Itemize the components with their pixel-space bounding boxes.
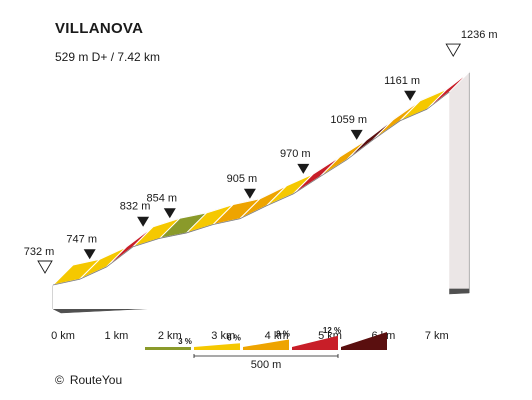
marker-triangle-hollow <box>37 260 53 274</box>
legend-swatch <box>194 343 240 350</box>
marker-label: 905 m <box>227 173 258 185</box>
profile-surface <box>52 71 470 286</box>
x-axis: 0 km 1 km 2 km 3 km 4 km 5 km 6 km 7 km <box>51 330 449 342</box>
marker-label: 854 m <box>147 192 178 204</box>
marker-label: 832 m <box>120 201 151 213</box>
marker-triangle <box>350 129 363 140</box>
marker-label: 970 m <box>280 148 311 160</box>
marker-triangle-hollow <box>445 43 462 57</box>
legend-label: 6 % <box>227 333 241 342</box>
marker-label: 1059 m <box>330 114 367 126</box>
marker-triangle <box>83 249 96 260</box>
marker-triangle <box>163 208 176 219</box>
legend-label: 3 % <box>178 337 192 346</box>
marker-label: 747 m <box>66 233 97 245</box>
chart-subtitle: 529 m D+ / 7.42 km <box>55 50 161 64</box>
marker-label: 732 m <box>24 246 55 258</box>
marker-triangle <box>297 163 310 174</box>
gradient-legend: 3 % 6 % 9 % 12 % 500 m <box>145 326 387 371</box>
chart-title: VILLANOVA <box>55 20 144 37</box>
profile-front-face <box>53 92 450 309</box>
x-tick-label: 7 km <box>425 330 449 342</box>
x-tick-label: 0 km <box>51 330 75 342</box>
legend-label: 9 % <box>276 330 290 339</box>
legend-label: 12 % <box>323 326 341 335</box>
marker-label: 1161 m <box>384 75 420 87</box>
x-tick-label: 4 km <box>265 330 289 342</box>
x-tick-label: 2 km <box>158 330 182 342</box>
legend-swatch <box>243 339 289 350</box>
scale-bar-label: 500 m <box>251 359 282 371</box>
credit: © RouteYou <box>55 373 122 387</box>
legend-swatch <box>145 347 191 350</box>
marker-triangle <box>137 216 150 227</box>
marker-label: 1236 m <box>461 29 498 41</box>
legend-swatch <box>341 332 387 350</box>
credit-text: RouteYou <box>69 373 123 387</box>
marker-triangle <box>404 90 417 101</box>
x-tick-label: 1 km <box>104 330 128 342</box>
marker-triangle <box>243 188 256 199</box>
x-tick-label: 3 km <box>211 330 235 342</box>
legend-swatch <box>292 335 338 350</box>
copyright-symbol: © <box>55 373 64 387</box>
profile-front-edge <box>52 91 450 286</box>
